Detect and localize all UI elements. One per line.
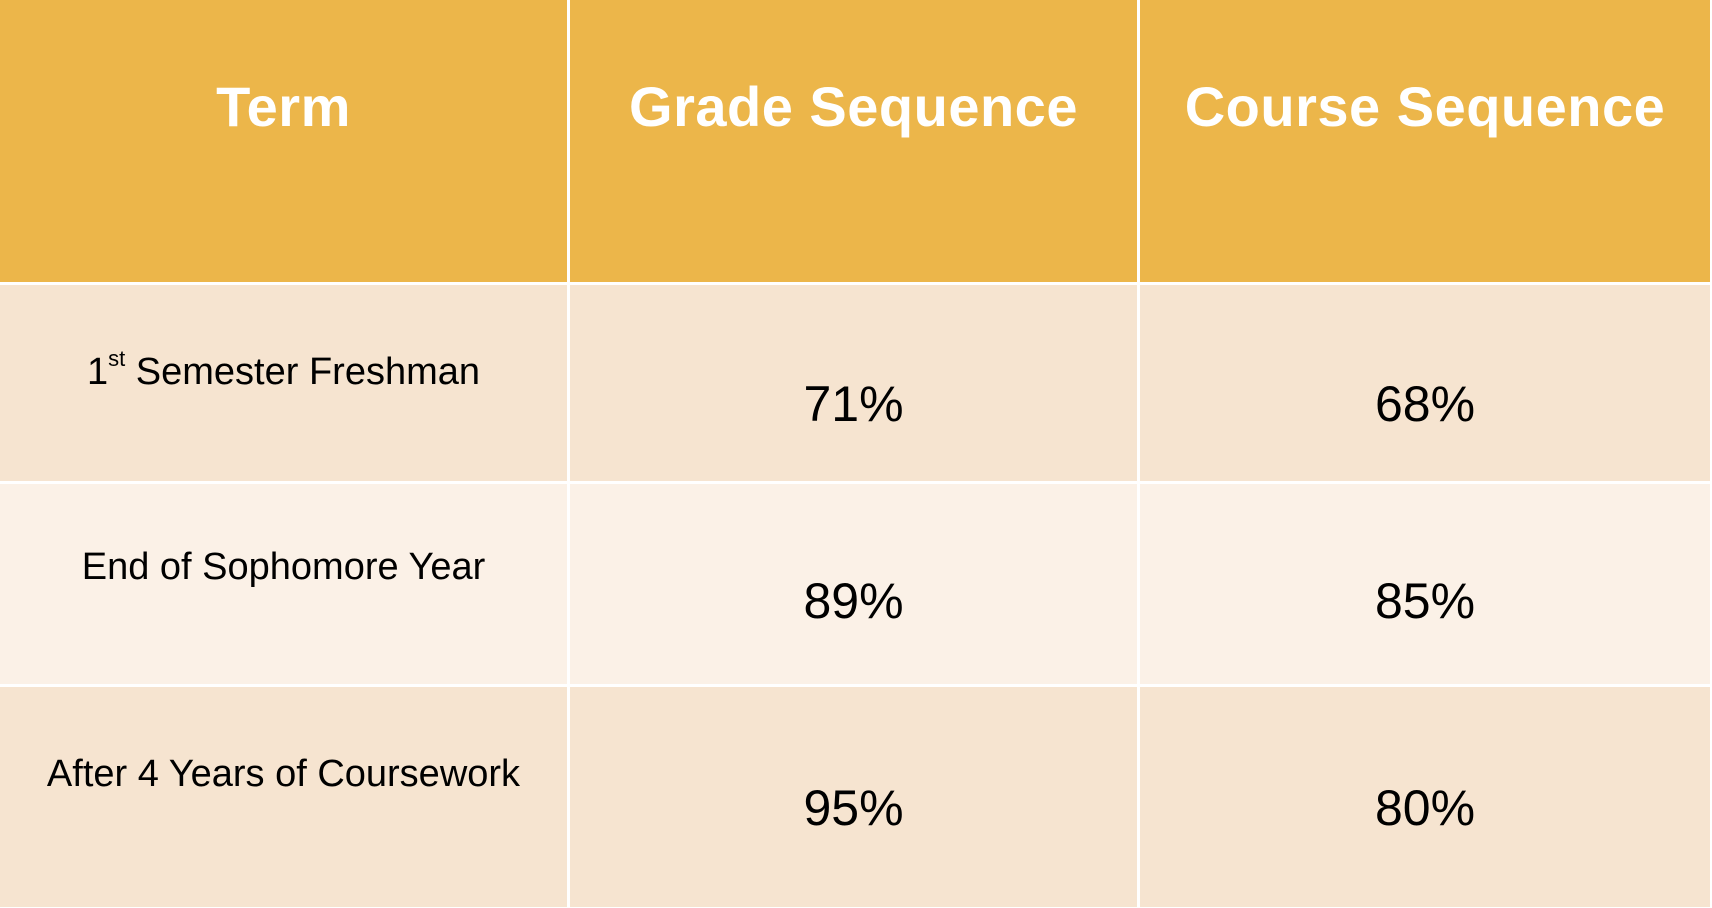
row-1-course-sequence: 68%	[1374, 376, 1476, 432]
row-1-term-prefix: 1	[86, 351, 109, 393]
header-course-sequence: Course Sequence	[1140, 0, 1710, 282]
header-term: Term	[0, 0, 567, 282]
header-course-sequence-label: Course Sequence	[1184, 75, 1666, 138]
row-3-course-sequence: 80%	[1374, 780, 1476, 836]
row-2-grade-cell: 89%	[570, 484, 1137, 684]
row-1-grade-sequence: 71%	[803, 376, 904, 432]
row-2-course-cell: 85%	[1140, 484, 1710, 684]
row-2-course-sequence: 85%	[1374, 573, 1476, 629]
row-3-grade-sequence: 95%	[803, 780, 904, 836]
row-2-term: End of Sophomore Year	[81, 546, 486, 588]
header-grade-sequence: Grade Sequence	[570, 0, 1137, 282]
row-3-term-cell: After 4 Years of Coursework	[0, 687, 567, 907]
row-3-term: After 4 Years of Coursework	[46, 753, 521, 795]
row-3-grade-cell: 95%	[570, 687, 1137, 907]
header-grade-sequence-label: Grade Sequence	[629, 75, 1078, 138]
row-1-term-cell: 1st Semester Freshman	[0, 285, 567, 481]
row-2-term-cell: End of Sophomore Year	[0, 484, 567, 684]
header-term-label: Term	[216, 75, 351, 138]
row-1-term-superscript: st	[108, 346, 126, 372]
row-1-grade-cell: 71%	[570, 285, 1137, 481]
row-1-term: 1st Semester Freshman	[86, 348, 481, 394]
row-1-course-cell: 68%	[1140, 285, 1710, 481]
row-3-course-cell: 80%	[1140, 687, 1710, 907]
row-1-term-suffix: Semester Freshman	[125, 351, 481, 393]
row-2-grade-sequence: 89%	[803, 573, 904, 629]
